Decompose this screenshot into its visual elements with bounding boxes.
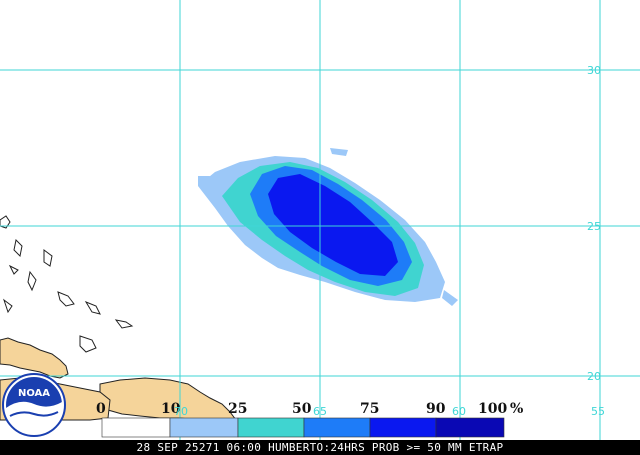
island-3 (8, 264, 19, 275)
lat-label-30: 30 (587, 64, 601, 77)
noaa-logo-icon: NOAA (2, 373, 66, 437)
lon-label-55: 55 (591, 405, 605, 418)
legend-label-90: 90 (426, 401, 446, 417)
legend-label-10: 10 (161, 401, 181, 417)
legend-label-50: 50 (292, 401, 312, 417)
island-4 (43, 249, 53, 267)
contour-10-fringe-2 (442, 290, 458, 306)
lat-label-25: 25 (587, 220, 601, 233)
island-9 (79, 335, 97, 353)
legend-swatch-0 (101, 417, 171, 438)
island-5 (27, 270, 37, 292)
legend-swatch-90 (435, 417, 505, 438)
lon-label-60: 60 (452, 405, 466, 418)
lon-label-65: 65 (313, 405, 327, 418)
probability-contours (198, 148, 458, 306)
island-8 (114, 319, 134, 329)
legend: 0 10 25 50 75 90 100 % (96, 401, 523, 438)
map-caption: 28 SEP 25271 06:00 HUMBERTO:24HRS PROB >… (0, 440, 640, 455)
legend-unit: % (510, 401, 523, 417)
island-10 (3, 298, 13, 314)
legend-label-25: 25 (228, 401, 247, 417)
island-6 (57, 291, 75, 307)
legend-swatch-10 (169, 417, 239, 438)
legend-label-0: 0 (96, 401, 106, 417)
legend-label-75: 75 (360, 401, 379, 417)
lat-lon-grid (0, 0, 640, 440)
legend-swatch-50 (303, 417, 371, 438)
legend-label-100: 100 (478, 401, 507, 417)
land-hispaniola (0, 337, 69, 379)
island-2 (13, 238, 23, 258)
contour-10-fringe-3 (198, 176, 210, 186)
legend-swatch-25 (237, 417, 305, 438)
island-1 (0, 215, 11, 229)
lon-label-70: 70 (174, 405, 188, 418)
contour-10-fringe-1 (330, 148, 348, 156)
island-7 (84, 300, 101, 315)
legend-swatch-75 (369, 417, 437, 438)
contour-75 (268, 174, 398, 276)
lat-label-20: 20 (587, 370, 601, 383)
noaa-logo-text: NOAA (18, 388, 50, 399)
